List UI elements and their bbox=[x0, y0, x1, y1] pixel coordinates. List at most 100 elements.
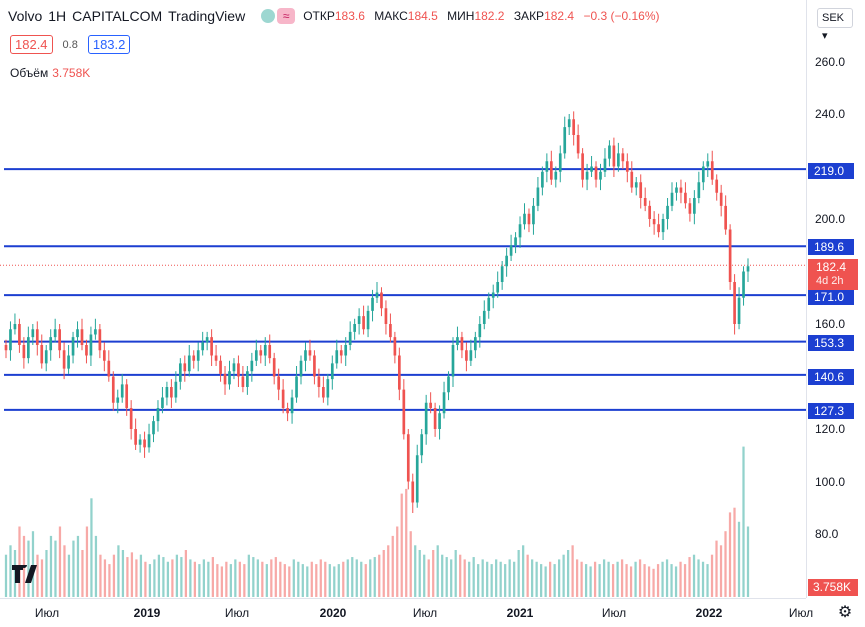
candle-body bbox=[585, 171, 589, 180]
candle-body bbox=[259, 350, 263, 356]
candle-body bbox=[326, 379, 330, 398]
ohlc-high-value: 184.5 bbox=[407, 9, 438, 23]
candle-body bbox=[719, 192, 723, 206]
tradingview-logo-icon[interactable] bbox=[12, 562, 42, 587]
price-tick: 80.0 bbox=[815, 527, 839, 541]
buy-button[interactable]: 183.2 bbox=[87, 35, 131, 54]
candle-body bbox=[40, 345, 44, 364]
candle-body bbox=[648, 205, 652, 219]
volume-bar bbox=[656, 564, 660, 597]
volume-bar bbox=[616, 561, 619, 597]
candle-body bbox=[13, 324, 17, 330]
candle-body bbox=[299, 360, 303, 377]
price-tick: 160.0 bbox=[815, 317, 846, 331]
candle-body bbox=[429, 402, 432, 408]
volume-bar bbox=[81, 550, 84, 597]
candle-body bbox=[308, 350, 312, 356]
volume-bar bbox=[495, 559, 498, 597]
candle-body bbox=[353, 324, 356, 332]
candle-body bbox=[603, 158, 607, 172]
time-axis[interactable]: Июл 2019 Июл 2020 Июл 2021 Июл 2022 Июл bbox=[0, 598, 813, 627]
volume-bar bbox=[13, 550, 17, 597]
volume-bar bbox=[670, 564, 673, 597]
candle-body bbox=[232, 363, 236, 372]
exchange-label: CAPITALCOM bbox=[72, 8, 163, 24]
volume-bar bbox=[481, 559, 484, 597]
gear-icon[interactable]: ⚙ bbox=[837, 604, 853, 621]
volume-bar bbox=[715, 540, 718, 597]
volume-bar bbox=[508, 559, 511, 597]
candle-body bbox=[165, 387, 169, 398]
candle-body bbox=[666, 205, 669, 219]
candle-body bbox=[590, 166, 593, 172]
volume-bar bbox=[351, 557, 354, 597]
candle-body bbox=[456, 337, 459, 345]
volume-bar bbox=[423, 554, 426, 597]
wave-icon[interactable]: ≈ bbox=[277, 8, 296, 24]
volume-bar bbox=[171, 559, 174, 597]
candle-body bbox=[514, 237, 517, 246]
candle-body bbox=[344, 345, 348, 356]
candle-body bbox=[393, 337, 397, 356]
candle-body bbox=[643, 198, 647, 206]
price-chart[interactable] bbox=[0, 0, 806, 598]
source-label: TradingView bbox=[168, 8, 246, 24]
volume-bar bbox=[301, 564, 304, 597]
candle-body bbox=[49, 337, 53, 351]
candle-body bbox=[500, 266, 504, 282]
volume-bar bbox=[283, 564, 286, 597]
currency-select[interactable]: SEK ▾ bbox=[817, 8, 853, 42]
candle-body bbox=[196, 350, 200, 361]
chart-area[interactable]: Volvo 1H CAPITALCOM TradingView ≈ ОТКР18… bbox=[0, 0, 806, 598]
candle-body bbox=[268, 345, 272, 359]
candle-body bbox=[670, 192, 674, 206]
volume-bar bbox=[234, 559, 237, 597]
volume-bar bbox=[598, 564, 601, 597]
candle-body bbox=[693, 198, 696, 214]
volume-bar bbox=[324, 561, 327, 597]
candle-body bbox=[491, 292, 495, 298]
candle-body bbox=[545, 161, 549, 172]
candle-body bbox=[518, 224, 522, 238]
volume-bar bbox=[387, 545, 390, 597]
candle-body bbox=[89, 334, 93, 356]
candle-body bbox=[737, 297, 741, 324]
market-status-icon[interactable] bbox=[261, 9, 276, 23]
candle-body bbox=[339, 350, 343, 356]
volume-bar bbox=[706, 564, 709, 597]
volume-bar bbox=[391, 535, 394, 597]
volume-bar bbox=[162, 557, 165, 597]
volume-bar bbox=[369, 559, 372, 597]
volume-bar bbox=[724, 531, 727, 597]
volume-bar bbox=[166, 561, 170, 597]
volume-bar bbox=[135, 559, 138, 597]
candle-body bbox=[442, 392, 446, 414]
volume-bar bbox=[463, 559, 466, 597]
spread-value: 0.8 bbox=[62, 38, 78, 51]
volume-bar bbox=[31, 531, 35, 597]
candle-body bbox=[290, 397, 294, 414]
volume-bar bbox=[274, 557, 277, 597]
candle-body bbox=[496, 282, 500, 293]
volume-bar bbox=[607, 561, 610, 597]
volume-bar bbox=[643, 564, 646, 597]
candle-body bbox=[76, 329, 79, 338]
volume-bar bbox=[535, 561, 538, 597]
volume-bar bbox=[517, 550, 520, 597]
volume-bar bbox=[531, 559, 534, 597]
sell-button[interactable]: 182.4 bbox=[10, 35, 53, 54]
candle-body bbox=[170, 387, 173, 398]
candle-body bbox=[9, 329, 12, 351]
candle-body bbox=[487, 297, 491, 311]
volume-bar bbox=[157, 554, 161, 597]
candle-body bbox=[85, 345, 88, 356]
volume-legend[interactable]: Объём 3.758K bbox=[10, 66, 90, 80]
interval-label[interactable]: 1H bbox=[48, 8, 67, 24]
volume-bar bbox=[436, 545, 439, 597]
symbol-name[interactable]: Volvo bbox=[8, 8, 43, 24]
volume-bar bbox=[4, 554, 8, 597]
quote-boxes: 182.4 0.8 183.2 bbox=[10, 35, 131, 54]
price-axis[interactable]: SEK ▾ 260.0 240.0 200.0 160.0 120.0 100.… bbox=[806, 0, 865, 598]
volume-bar bbox=[94, 535, 98, 597]
candle-body bbox=[608, 145, 611, 159]
